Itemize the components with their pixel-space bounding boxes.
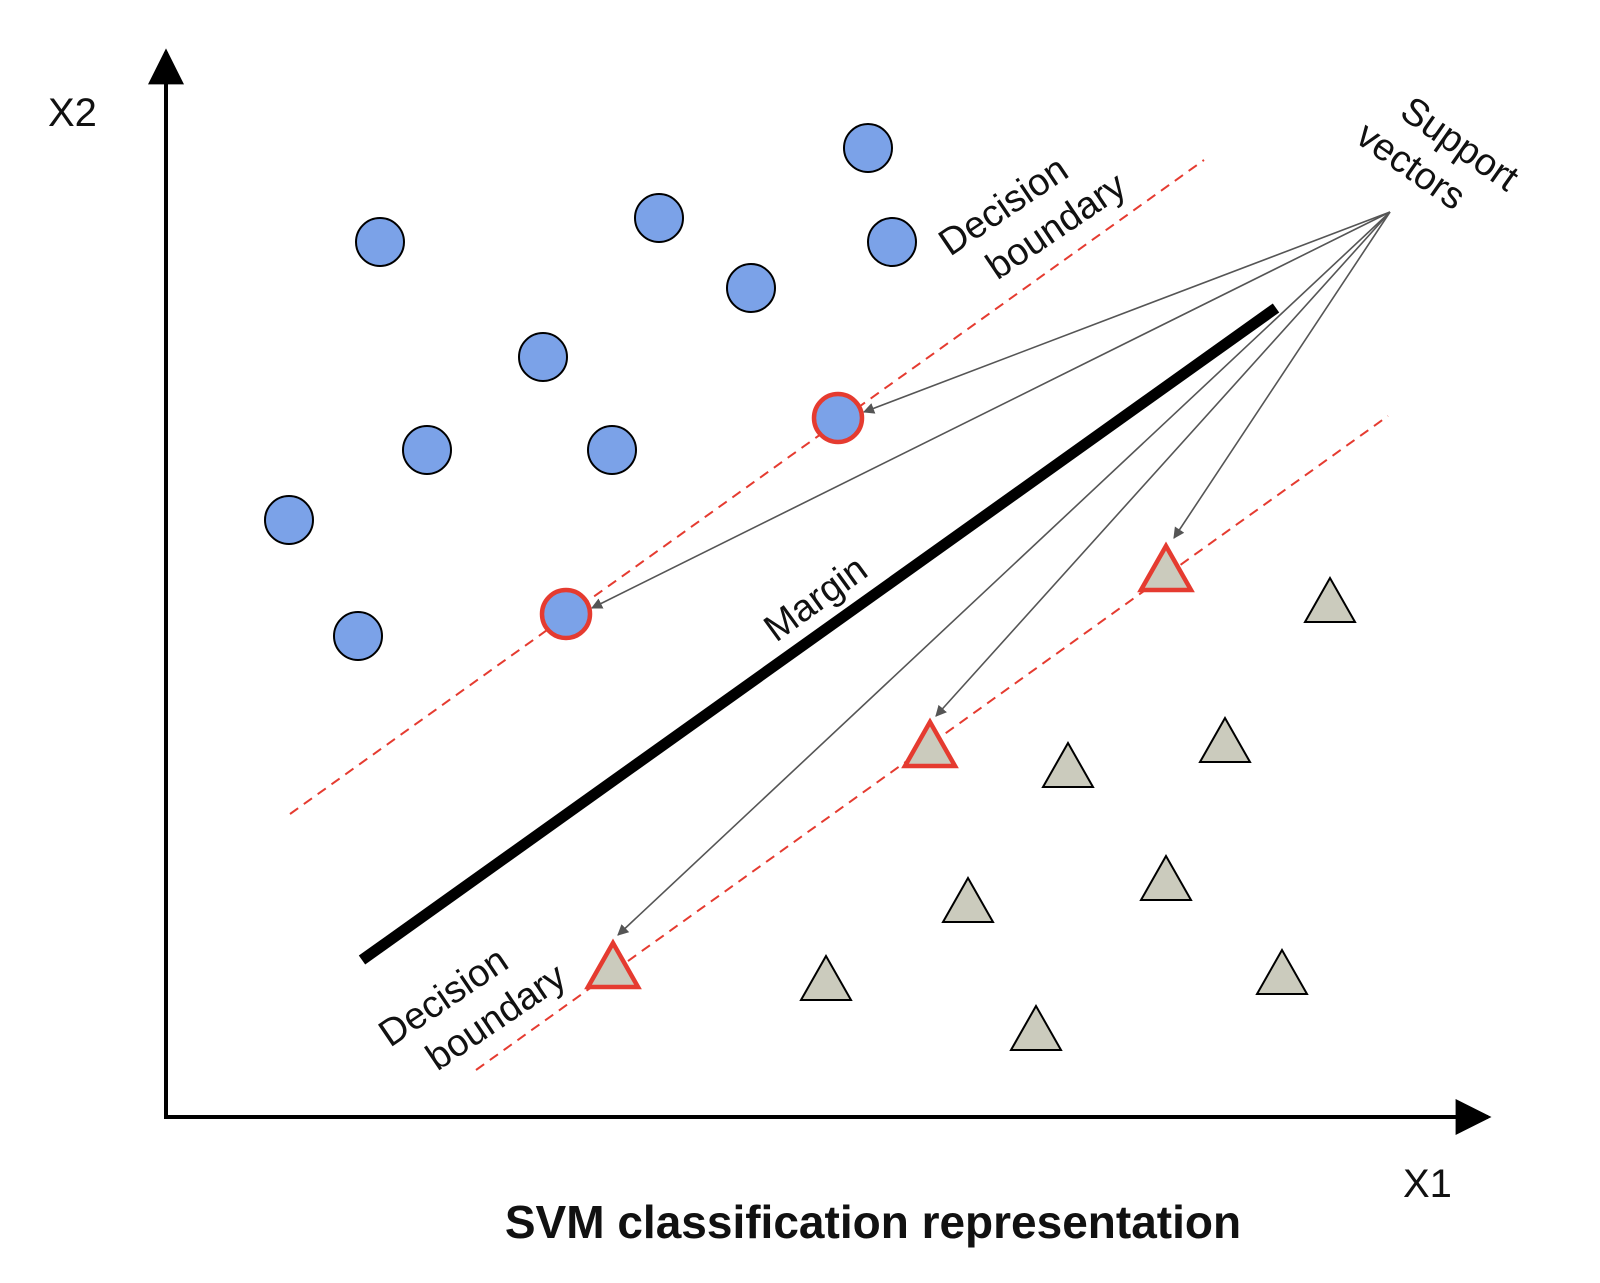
class-a-circle <box>264 495 314 545</box>
upper-margin-line <box>289 159 1205 815</box>
class-b-triangle <box>1303 575 1357 623</box>
support-vector-pointer <box>1173 211 1391 539</box>
x-axis-label: X1 <box>1403 1162 1452 1206</box>
class-b-triangle <box>1139 853 1193 901</box>
class-a-circle <box>867 217 917 267</box>
class-b-triangle <box>799 953 853 1001</box>
class-a-circle <box>333 611 383 661</box>
class-a-circle <box>634 193 684 243</box>
class-a-circle <box>518 332 568 382</box>
class-b-triangle <box>941 875 995 923</box>
class-b-points <box>584 541 1357 1051</box>
y-axis-label: X2 <box>48 91 97 135</box>
support-vector-triangle <box>1137 541 1195 593</box>
support-vector-circle <box>539 587 593 641</box>
support-vector-triangle <box>901 717 959 769</box>
support-vector-pointer <box>590 211 1391 609</box>
support-vector-pointer <box>617 211 1391 936</box>
decision-boundary-label-top: Decision boundary <box>932 126 1134 302</box>
class-a-points <box>264 123 917 661</box>
support-vector-pointer <box>862 211 1391 414</box>
class-b-triangle <box>1198 715 1252 763</box>
class-a-circle <box>843 123 893 173</box>
class-a-circle <box>402 425 452 475</box>
decision-boundary-label-bottom: Decision boundary <box>372 917 574 1093</box>
class-a-circle <box>587 425 637 475</box>
class-b-triangle <box>1255 947 1309 995</box>
class-a-circle <box>355 217 405 267</box>
support-vector-pointers <box>590 211 1391 936</box>
support-vector-pointer <box>935 211 1391 717</box>
class-b-triangle <box>1009 1003 1063 1051</box>
class-a-circle <box>726 263 776 313</box>
support-vector-triangle <box>584 938 642 990</box>
support-vector-circle <box>811 391 865 445</box>
class-b-triangle <box>1041 740 1095 788</box>
diagram-title: SVM classification representation <box>505 1196 1241 1248</box>
hyperplane-line <box>358 303 1280 965</box>
